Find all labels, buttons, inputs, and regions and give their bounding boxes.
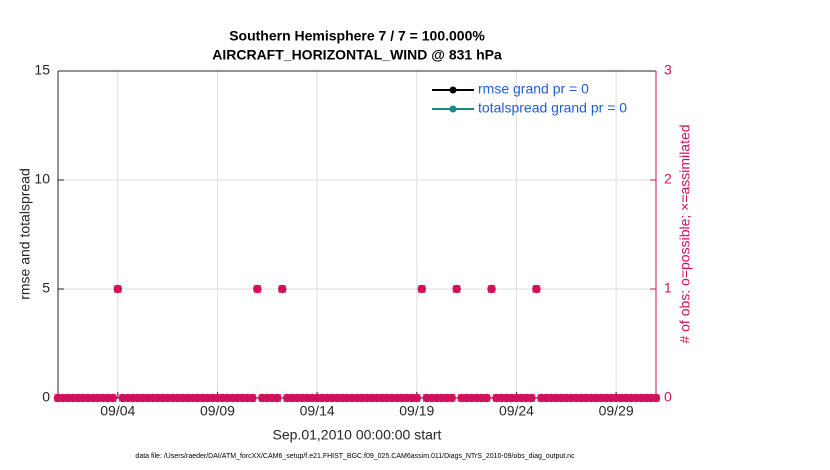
x-tick-label: 09/29: [599, 403, 634, 419]
obs-marker: [447, 393, 456, 403]
obs-marker: [452, 284, 461, 294]
obs-marker: [278, 284, 287, 294]
x-tick-label: 09/24: [499, 403, 534, 419]
y2-tick-label: 1: [664, 280, 672, 296]
obs-marker: [248, 393, 257, 403]
obs-marker: [412, 393, 422, 403]
obs-marker: [108, 393, 118, 403]
chart-subtitle: AIRCRAFT_HORIZONTAL_WIND @ 831 hPa: [212, 47, 502, 63]
legend-marker: [449, 105, 457, 113]
y2-tick-label: 0: [664, 389, 672, 405]
plot-area: [58, 71, 656, 398]
obs-marker: [113, 284, 123, 294]
y2-tick-label: 2: [664, 171, 672, 187]
x-tick-label: 09/14: [300, 403, 335, 419]
y-tick-label: 0: [42, 389, 50, 405]
y-tick-label: 15: [34, 62, 50, 78]
y-tick-label: 5: [42, 280, 50, 296]
obs-marker: [273, 393, 282, 403]
x-axis-label: Sep.01,2010 00:00:00 start: [273, 427, 442, 443]
y2-axis-label: # of obs: o=possible; ×=assimilated: [677, 124, 693, 343]
y-tick-label: 10: [34, 171, 50, 187]
obs-marker: [651, 393, 661, 403]
obs-marker: [482, 393, 491, 403]
obs-marker: [532, 284, 541, 294]
obs-marker: [487, 284, 496, 294]
y-axis-label: rmse and totalspread: [17, 168, 33, 300]
legend-label: rmse grand pr = 0: [478, 81, 589, 97]
footnote: data file: /Users/raeder/DAI/ATM_forcXX/…: [135, 453, 575, 460]
y2-tick-label: 3: [664, 62, 672, 78]
legend-marker: [449, 86, 457, 94]
x-tick-label: 09/19: [399, 403, 434, 419]
x-tick-label: 09/04: [100, 403, 135, 419]
legend-label: totalspread grand pr = 0: [478, 100, 627, 116]
chart-title: Southern Hemisphere 7 / 7 = 100.000%: [229, 28, 485, 44]
obs-marker: [417, 284, 427, 294]
obs-marker: [527, 393, 536, 403]
obs-marker: [253, 284, 262, 294]
x-tick-label: 09/09: [200, 403, 235, 419]
